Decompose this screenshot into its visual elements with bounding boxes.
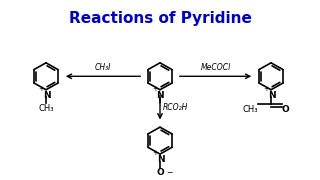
Text: N: N — [43, 91, 51, 100]
Text: N: N — [156, 91, 164, 100]
Text: CH₃I: CH₃I — [95, 63, 111, 72]
Text: N: N — [268, 91, 276, 100]
Text: MeCOCl: MeCOCl — [200, 63, 231, 72]
Text: O: O — [156, 168, 164, 177]
Text: +: + — [152, 150, 158, 156]
Text: CH₃: CH₃ — [38, 104, 54, 113]
Text: +: + — [152, 86, 158, 92]
Text: +: + — [38, 86, 44, 92]
Text: N: N — [157, 155, 165, 164]
Text: Reactions of Pyridine: Reactions of Pyridine — [68, 11, 252, 26]
Text: CH₃: CH₃ — [243, 105, 258, 114]
Text: +: + — [263, 86, 269, 92]
Text: O: O — [282, 105, 290, 114]
Text: RCO₂H: RCO₂H — [163, 103, 188, 112]
Text: −: − — [166, 168, 172, 177]
